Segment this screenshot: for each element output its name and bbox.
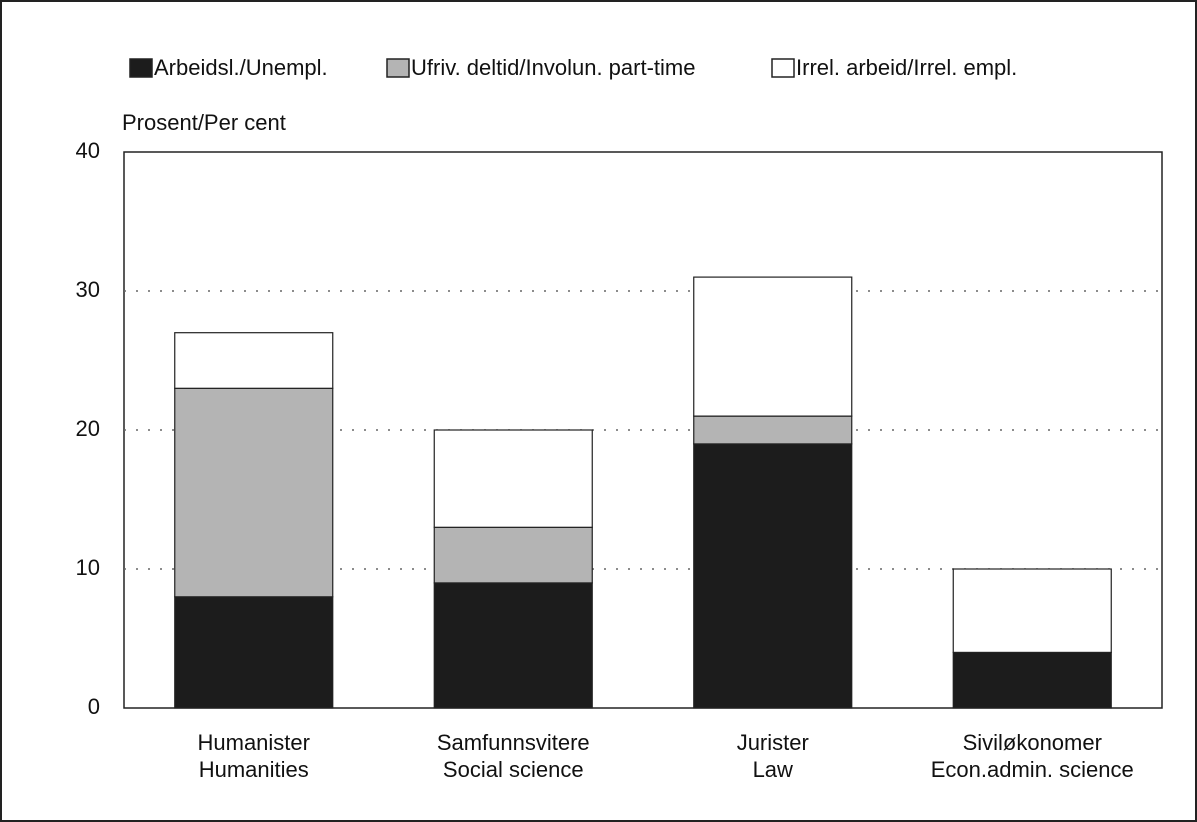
y-tick-label: 30 bbox=[76, 277, 100, 302]
legend-swatch bbox=[771, 58, 795, 78]
bar-segment bbox=[693, 276, 853, 417]
y-tick-label: 20 bbox=[76, 416, 100, 441]
legend-swatch bbox=[129, 58, 153, 78]
bar-segment bbox=[433, 429, 593, 528]
bar-segment bbox=[952, 568, 1112, 654]
legend-label: Irrel. arbeid/Irrel. empl. bbox=[796, 55, 1017, 80]
y-tick-label: 40 bbox=[76, 138, 100, 163]
bar-segment bbox=[174, 387, 334, 598]
bar-segment bbox=[433, 582, 593, 709]
legend-label: Ufriv. deltid/Involun. part-time bbox=[411, 55, 695, 80]
x-tick-label: Humanities bbox=[199, 757, 309, 782]
bar-segment bbox=[952, 651, 1112, 709]
x-tick-label: Samfunnsvitere bbox=[437, 730, 590, 755]
bar-segment bbox=[693, 443, 853, 709]
y-tick-label: 10 bbox=[76, 555, 100, 580]
x-tick-label: Social science bbox=[443, 757, 584, 782]
x-tick-label: Siviløkonomer bbox=[963, 730, 1102, 755]
legend-label: Arbeidsl./Unempl. bbox=[154, 55, 328, 80]
bar-segment bbox=[174, 596, 334, 709]
x-tick-label: Jurister bbox=[737, 730, 809, 755]
legend-swatch bbox=[386, 58, 410, 78]
x-tick-label: Econ.admin. science bbox=[931, 757, 1134, 782]
x-tick-label: Law bbox=[753, 757, 793, 782]
x-tick-label: Humanister bbox=[198, 730, 310, 755]
y-tick-label: 0 bbox=[88, 694, 100, 719]
bar-segment bbox=[174, 332, 334, 389]
bar-segment bbox=[693, 415, 853, 445]
y-axis-label: Prosent/Per cent bbox=[122, 110, 286, 135]
bar-segment bbox=[433, 526, 593, 584]
